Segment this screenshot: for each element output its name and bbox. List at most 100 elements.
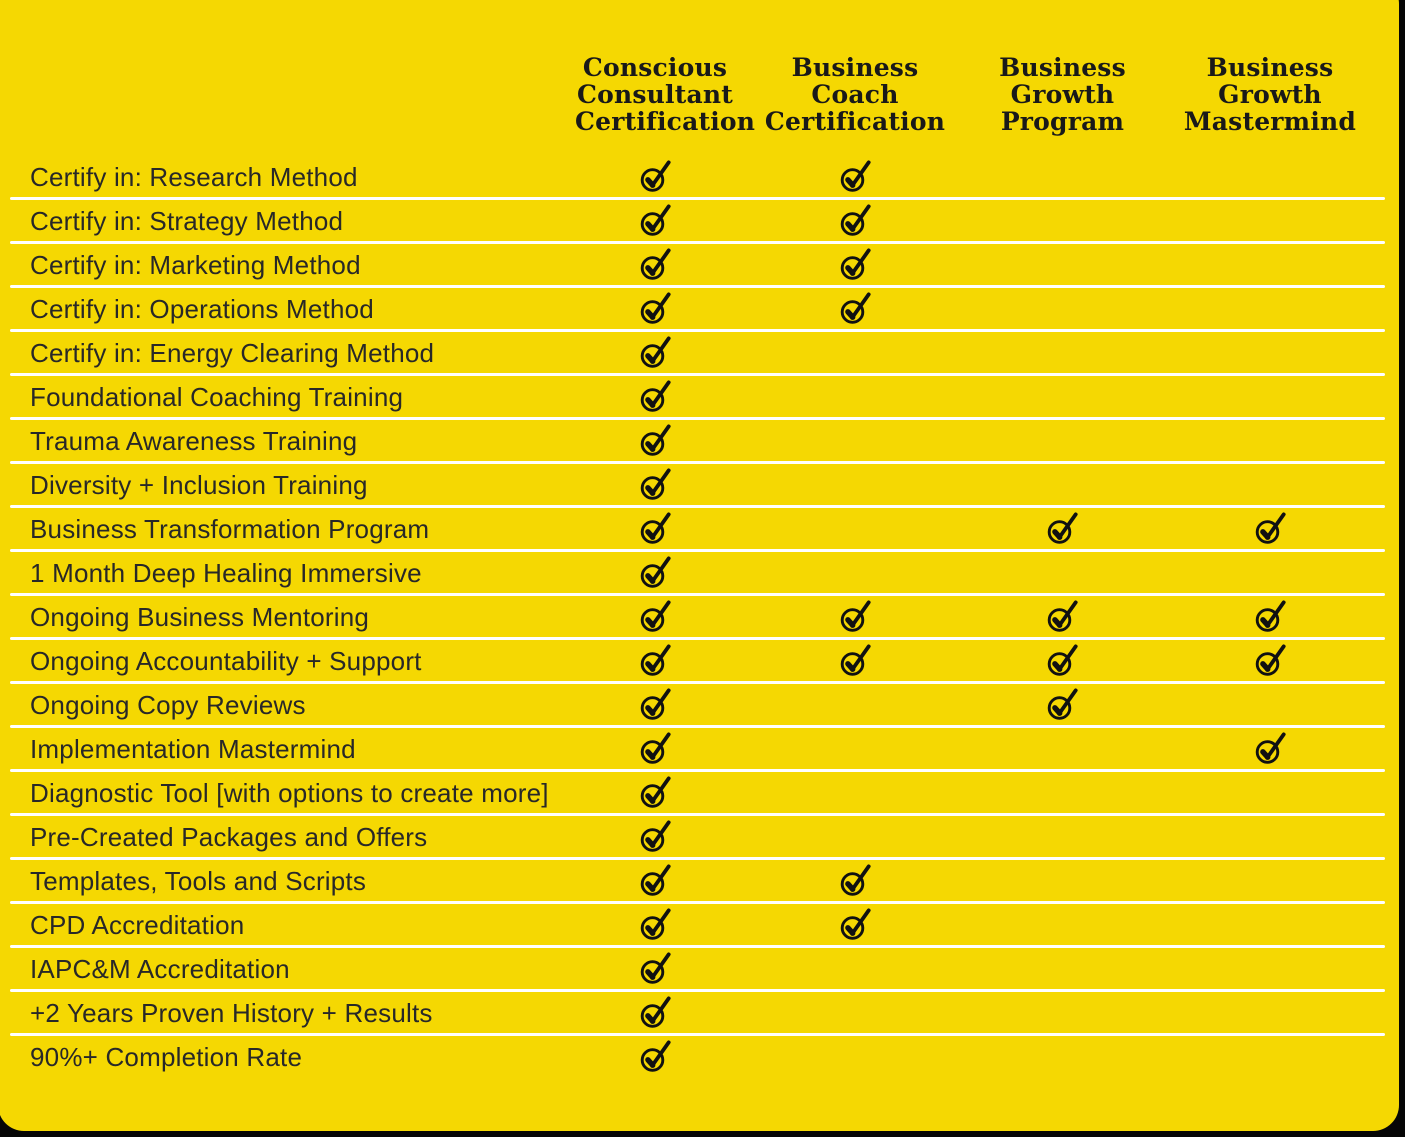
check-cell-col-1: [575, 815, 735, 859]
check-cell-col-2: [735, 771, 975, 815]
table-row: Trauma Awareness Training: [0, 419, 1405, 464]
check-cell-col-2: [735, 375, 975, 419]
circled-checkmark-icon: [840, 160, 871, 192]
feature-label: Trauma Awareness Training: [30, 425, 358, 456]
feature-label: Certify in: Operations Method: [30, 293, 374, 324]
feature-label: Diagnostic Tool [with options to create …: [30, 777, 549, 808]
table-row: Diagnostic Tool [with options to create …: [0, 771, 1405, 816]
circled-checkmark-icon: [1047, 512, 1078, 544]
check-cell-col-2: [735, 947, 975, 991]
check-cell-col-4: [1150, 155, 1390, 199]
table-row: Templates, Tools and Scripts: [0, 859, 1405, 904]
circled-checkmark-icon: [640, 248, 671, 280]
feature-label: +2 Years Proven History + Results: [30, 997, 433, 1028]
table-row: Certify in: Energy Clearing Method: [0, 331, 1405, 376]
table-row: Ongoing Business Mentoring: [0, 595, 1405, 640]
check-cell-col-1: [575, 419, 735, 463]
circled-checkmark-icon: [640, 160, 671, 192]
check-cell-col-3: [975, 947, 1150, 991]
check-cell-col-2: [735, 1035, 975, 1079]
circled-checkmark-icon: [640, 996, 671, 1028]
circled-checkmark-icon: [840, 644, 871, 676]
circled-checkmark-icon: [1047, 644, 1078, 676]
check-cell-col-1: [575, 551, 735, 595]
circled-checkmark-icon: [640, 380, 671, 412]
circled-checkmark-icon: [640, 688, 671, 720]
check-cell-col-1: [575, 903, 735, 947]
check-cell-col-1: [575, 463, 735, 507]
circled-checkmark-icon: [840, 204, 871, 236]
column-header-conscious-consultant-certification: Conscious Consultant Certification: [575, 53, 756, 136]
check-cell-col-3: [975, 199, 1150, 243]
check-cell-col-4: [1150, 331, 1390, 375]
check-cell-col-3: [975, 507, 1150, 551]
check-cell-col-3: [975, 463, 1150, 507]
check-cell-col-3: [975, 727, 1150, 771]
check-cell-col-1: [575, 947, 735, 991]
circled-checkmark-icon: [1255, 644, 1286, 676]
table-row: Ongoing Copy Reviews: [0, 683, 1405, 728]
column-header-business-growth-program: Business Growth Program: [999, 53, 1126, 136]
check-cell-col-4: [1150, 595, 1390, 639]
check-cell-col-3: [975, 155, 1150, 199]
check-cell-col-3: [975, 859, 1150, 903]
circled-checkmark-icon: [1255, 732, 1286, 764]
check-cell-col-1: [575, 683, 735, 727]
table-row: Certify in: Research Method: [0, 155, 1405, 200]
check-cell-col-2: [735, 683, 975, 727]
check-cell-col-2: [735, 815, 975, 859]
check-cell-col-1: [575, 507, 735, 551]
check-cell-col-1: [575, 859, 735, 903]
table-row: Implementation Mastermind: [0, 727, 1405, 772]
circled-checkmark-icon: [640, 600, 671, 632]
check-cell-col-2: [735, 155, 975, 199]
circled-checkmark-icon: [840, 248, 871, 280]
circled-checkmark-icon: [1255, 512, 1286, 544]
check-cell-col-1: [575, 771, 735, 815]
feature-label: 1 Month Deep Healing Immersive: [30, 557, 422, 588]
check-cell-col-4: [1150, 551, 1390, 595]
check-cell-col-3: [975, 683, 1150, 727]
circled-checkmark-icon: [840, 908, 871, 940]
check-cell-col-4: [1150, 815, 1390, 859]
check-cell-col-3: [975, 991, 1150, 1035]
table-row: Business Transformation Program: [0, 507, 1405, 552]
check-cell-col-2: [735, 639, 975, 683]
check-cell-col-1: [575, 155, 735, 199]
feature-label: 90%+ Completion Rate: [30, 1041, 303, 1072]
check-cell-col-4: [1150, 727, 1390, 771]
table-row: Certify in: Operations Method: [0, 287, 1405, 332]
table-row: Certify in: Marketing Method: [0, 243, 1405, 288]
check-cell-col-4: [1150, 903, 1390, 947]
circled-checkmark-icon: [840, 600, 871, 632]
check-cell-col-2: [735, 463, 975, 507]
table-row: +2 Years Proven History + Results: [0, 991, 1405, 1036]
circled-checkmark-icon: [640, 556, 671, 588]
circled-checkmark-icon: [640, 908, 671, 940]
check-cell-col-3: [975, 771, 1150, 815]
table-row: CPD Accreditation: [0, 903, 1405, 948]
check-cell-col-4: [1150, 419, 1390, 463]
circled-checkmark-icon: [840, 292, 871, 324]
feature-label: Ongoing Business Mentoring: [30, 601, 370, 632]
table-row: 1 Month Deep Healing Immersive: [0, 551, 1405, 596]
circled-checkmark-icon: [640, 424, 671, 456]
check-cell-col-4: [1150, 947, 1390, 991]
check-cell-col-2: [735, 991, 975, 1035]
check-cell-col-3: [975, 639, 1150, 683]
feature-label: Certify in: Energy Clearing Method: [30, 337, 435, 368]
table-row: Ongoing Accountability + Support: [0, 639, 1405, 684]
circled-checkmark-icon: [640, 336, 671, 368]
header-spacer: [0, 54, 575, 135]
table-row: Foundational Coaching Training: [0, 375, 1405, 420]
feature-label: Certify in: Marketing Method: [30, 249, 361, 280]
check-cell-col-4: [1150, 199, 1390, 243]
check-cell-col-3: [975, 375, 1150, 419]
check-cell-col-4: [1150, 375, 1390, 419]
check-cell-col-1: [575, 375, 735, 419]
check-cell-col-2: [735, 551, 975, 595]
check-cell-col-3: [975, 1035, 1150, 1079]
check-cell-col-1: [575, 1035, 735, 1079]
check-cell-col-2: [735, 507, 975, 551]
